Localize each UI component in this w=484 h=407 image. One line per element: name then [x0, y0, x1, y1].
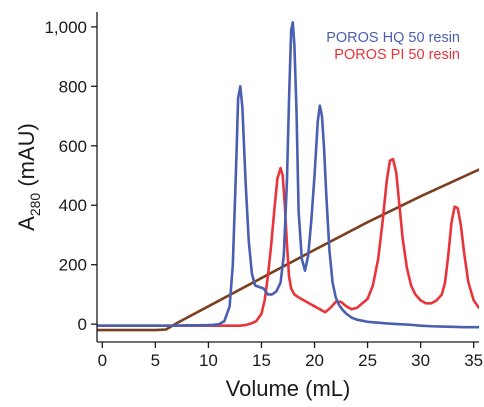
ticks-layer: 0 5 10 15 20 25 30 35 0 200 400 600 800 1,000 — [44, 18, 483, 370]
x-axis-title: Volume (mL) — [226, 376, 351, 401]
series-layer — [97, 21, 479, 332]
series-line-gradient — [97, 168, 479, 332]
y-tick-label: 0 — [78, 315, 87, 334]
y-tick-label: 400 — [59, 196, 87, 215]
y-axis-title-prefix: A — [14, 216, 39, 231]
x-tick-label: 30 — [411, 351, 430, 370]
x-tick-label: 20 — [305, 351, 324, 370]
x-tick-label: 5 — [151, 351, 160, 370]
series-line-poros-pi-50-resin — [97, 157, 479, 327]
legend-label-hq: POROS HQ 50 resin — [326, 30, 460, 46]
y-axis-title-suffix: (mAU) — [14, 123, 39, 193]
y-tick-label: 800 — [59, 77, 87, 96]
legend: POROS HQ 50 resin POROS PI 50 resin — [326, 30, 460, 63]
y-axis-title-subscript: 280 — [27, 193, 43, 217]
x-tick-label: 15 — [252, 351, 271, 370]
x-tick-label: 10 — [199, 351, 218, 370]
y-axis-title: A280 (mAU) — [14, 123, 43, 231]
series-line-poros-hq-50-resin — [97, 21, 479, 329]
x-tick-label: 35 — [464, 351, 483, 370]
legend-label-pi: POROS PI 50 resin — [334, 47, 460, 63]
y-tick-label: 600 — [59, 137, 87, 156]
x-tick-label: 0 — [98, 351, 107, 370]
x-tick-label: 25 — [358, 351, 377, 370]
y-tick-label: 1,000 — [44, 18, 87, 37]
y-tick-label: 200 — [59, 256, 87, 275]
axes-layer — [96, 12, 479, 343]
